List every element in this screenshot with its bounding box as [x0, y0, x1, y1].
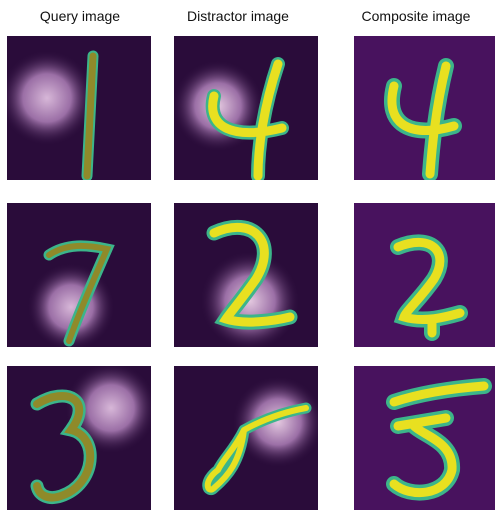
- column-title-composite: Composite image: [361, 8, 471, 24]
- composite-image-1: [354, 36, 495, 180]
- query-image-3: [7, 366, 151, 510]
- composite-image-2: [354, 203, 495, 347]
- distractor-image-1: [174, 36, 318, 180]
- query-image-1: [7, 36, 151, 180]
- query-image-2: [7, 203, 151, 347]
- distractor-image-2: [174, 203, 318, 347]
- composite-image-3: [354, 366, 495, 510]
- column-title-query: Query image: [39, 8, 121, 24]
- distractor-image-3: [174, 366, 318, 510]
- column-title-distractor: Distractor image: [187, 8, 289, 24]
